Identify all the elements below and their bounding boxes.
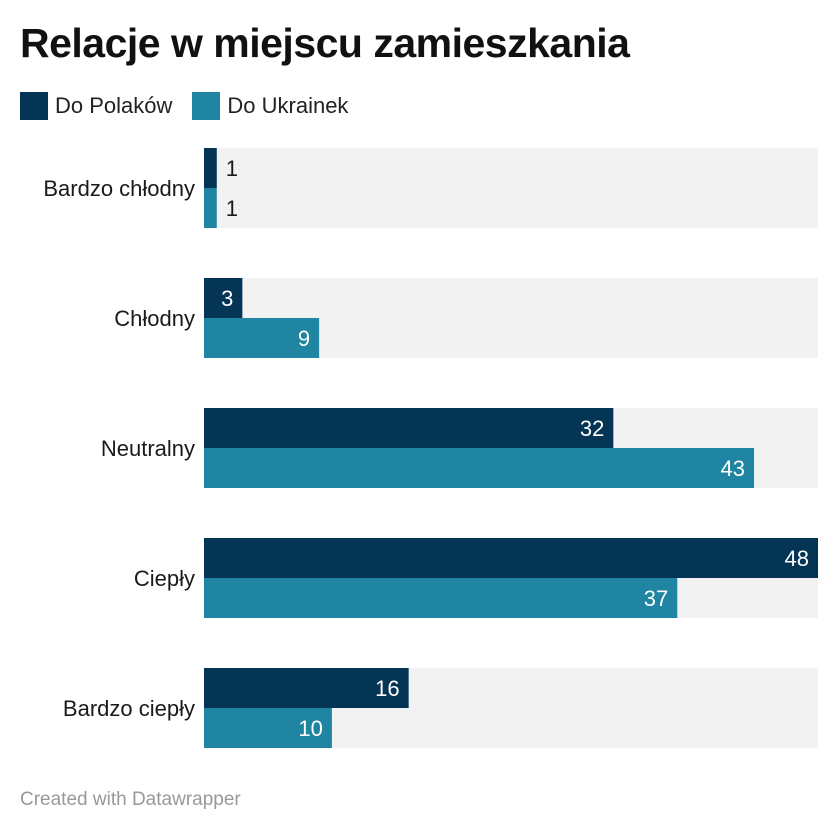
category-label-neutralny: Neutralny xyxy=(101,436,195,461)
bar-bardzo-ciepły-polakow xyxy=(204,668,409,708)
bar-ciepły-polakow xyxy=(204,538,818,578)
legend-swatch-polakow xyxy=(20,92,48,120)
legend-swatch-ukrainek xyxy=(192,92,221,120)
value-label-ciepły-polakow: 48 xyxy=(785,546,809,571)
legend: Do Polaków Do Ukrainek xyxy=(20,92,368,120)
value-label-ciepły-ukrainek: 37 xyxy=(644,586,668,611)
legend-item-polakow: Do Polaków xyxy=(20,92,172,120)
value-label-bardzo-chłodny-polakow: 1 xyxy=(226,156,238,181)
bar-neutralny-ukrainek xyxy=(204,448,755,488)
value-label-bardzo-ciepły-polakow: 16 xyxy=(375,676,399,701)
category-label-ciepły: Ciepły xyxy=(134,566,195,591)
value-label-chłodny-polakow: 3 xyxy=(221,286,233,311)
legend-item-ukrainek: Do Ukrainek xyxy=(192,92,348,120)
bar-bardzo-ciepły-ukrainek xyxy=(204,708,332,748)
bar-chłodny-ukrainek xyxy=(204,318,320,358)
bar-ciepły-ukrainek xyxy=(204,578,678,618)
category-label-bardzo-ciepły: Bardzo ciepły xyxy=(63,696,195,721)
value-label-neutralny-polakow: 32 xyxy=(580,416,604,441)
bar-track-bardzo-chłodny xyxy=(204,148,818,228)
bar-bardzo-chłodny-polakow xyxy=(204,148,217,188)
legend-label-polakow: Do Polaków xyxy=(55,93,173,118)
category-label-chłodny: Chłodny xyxy=(114,306,195,331)
legend-label-ukrainek: Do Ukrainek xyxy=(227,93,349,118)
value-label-chłodny-ukrainek: 9 xyxy=(298,326,310,351)
value-label-bardzo-chłodny-ukrainek: 1 xyxy=(226,196,238,221)
chart-title: Relacje w miejscu zamieszkania xyxy=(20,20,630,66)
bar-bardzo-chłodny-ukrainek xyxy=(204,188,217,228)
value-label-bardzo-ciepły-ukrainek: 10 xyxy=(298,716,322,741)
value-label-neutralny-ukrainek: 43 xyxy=(721,456,745,481)
bar-neutralny-polakow xyxy=(204,408,614,448)
bar-chłodny-polakow xyxy=(204,278,243,318)
footer-credit: Created with Datawrapper xyxy=(20,789,241,810)
category-label-bardzo-chłodny: Bardzo chłodny xyxy=(43,176,195,201)
